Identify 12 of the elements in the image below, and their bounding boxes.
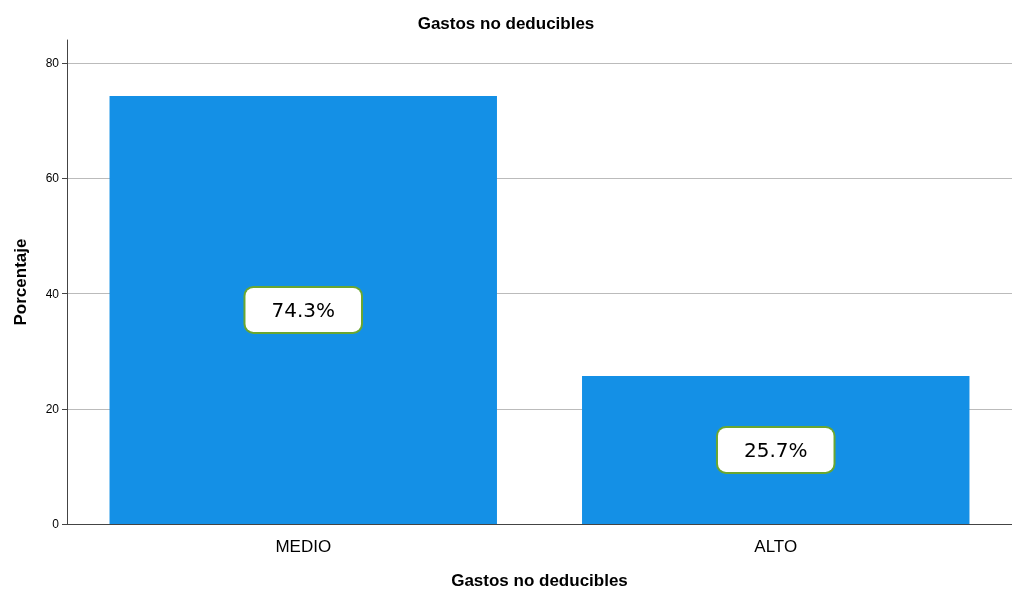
y-axis-title: Porcentaje: [11, 238, 30, 326]
y-tick-label: 0: [52, 517, 60, 531]
data-label: 25.7%: [743, 437, 808, 462]
y-tick-label: 60: [45, 171, 60, 186]
x-tick-label: ALTO: [754, 537, 798, 556]
y-tick-label: 20: [45, 401, 60, 416]
y-tick-label: 40: [45, 286, 60, 301]
y-tick-label: 80: [45, 56, 60, 71]
x-axis-title: Gastos no deducibles: [451, 571, 628, 590]
data-label: 74.3%: [271, 297, 336, 322]
chart-title: Gastos no deducibles: [417, 14, 595, 33]
x-tick-label: MEDIO: [275, 537, 332, 556]
